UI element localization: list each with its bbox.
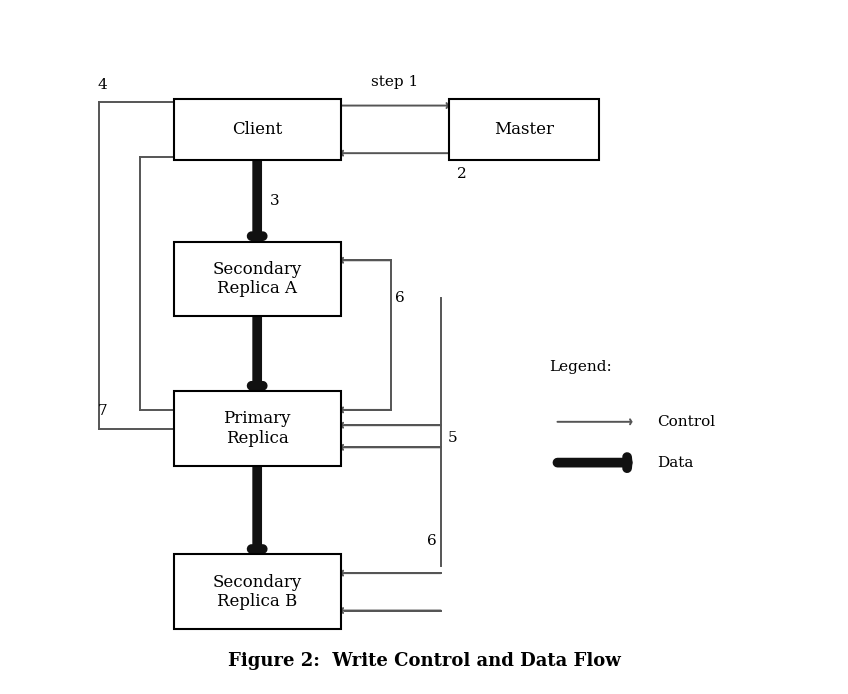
Text: step 1: step 1 — [371, 74, 418, 89]
Text: Secondary
Replica A: Secondary Replica A — [213, 261, 302, 297]
Text: Control: Control — [657, 415, 716, 429]
Text: 4: 4 — [98, 78, 108, 92]
Text: 6: 6 — [427, 534, 438, 548]
FancyBboxPatch shape — [449, 99, 600, 160]
FancyBboxPatch shape — [174, 242, 341, 316]
Text: Primary
Replica: Primary Replica — [223, 410, 291, 447]
Text: Figure 2:  Write Control and Data Flow: Figure 2: Write Control and Data Flow — [227, 652, 621, 670]
FancyBboxPatch shape — [174, 391, 341, 466]
Text: Master: Master — [494, 121, 554, 138]
Text: Legend:: Legend: — [550, 360, 612, 374]
Text: 3: 3 — [270, 194, 279, 208]
Text: Data: Data — [657, 456, 694, 470]
Text: 7: 7 — [98, 405, 108, 418]
FancyBboxPatch shape — [174, 99, 341, 160]
Text: 5: 5 — [448, 431, 457, 445]
Text: 2: 2 — [457, 167, 467, 180]
Text: Secondary
Replica B: Secondary Replica B — [213, 573, 302, 610]
Text: Client: Client — [232, 121, 282, 138]
Text: 6: 6 — [395, 291, 404, 305]
FancyBboxPatch shape — [174, 555, 341, 629]
